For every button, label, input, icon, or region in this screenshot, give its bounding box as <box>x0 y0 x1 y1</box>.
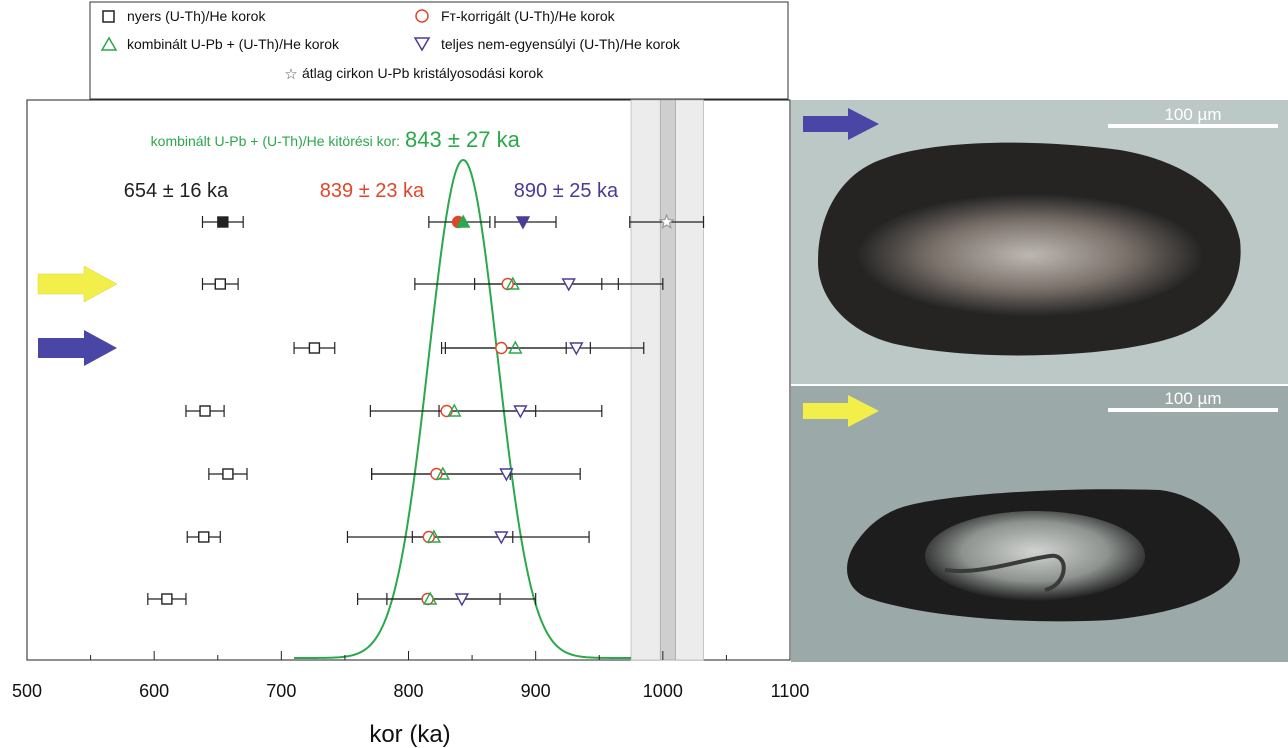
zircon-crystal-1-core <box>855 193 1205 317</box>
dis-point <box>454 593 470 607</box>
legend-frame <box>89 1 789 100</box>
dis-point <box>569 342 584 356</box>
legend-marker-comb <box>100 36 118 51</box>
legend: nyers (U-Th)/He korok Fᴛ-korrigált (U-Th… <box>89 1 789 100</box>
legend-label-raw: nyers (U-Th)/He korok <box>127 8 266 24</box>
x-axis: 500 600 700 800 900 1000 1100 <box>12 651 809 701</box>
eruption-age-label: kombinált U-Pb + (U-Th)/He kitörési kor: <box>151 133 400 149</box>
x-axis-title: kor (ka) <box>369 721 450 748</box>
upb-bands <box>630 99 704 661</box>
dis-point <box>494 531 509 545</box>
x-tick-label: 600 <box>139 681 169 701</box>
upb-band-inner <box>659 99 676 661</box>
eruption-age-value: 843 ± 27 ka <box>405 127 521 152</box>
comb-point <box>422 591 438 605</box>
yellow-arrow-photo-icon <box>803 395 879 427</box>
eruption-distribution <box>294 158 632 659</box>
x-tick-label: 1000 <box>643 681 683 701</box>
comb-point <box>508 340 523 354</box>
scale-bar-label-1: 100 µm <box>1164 105 1221 124</box>
comb-point <box>447 403 462 417</box>
legend-marker-dis <box>413 37 431 52</box>
legend-marker-ft <box>415 9 429 23</box>
x-tick-label: 800 <box>393 681 423 701</box>
zircon-crystal-2-inclusion <box>944 553 1066 592</box>
blue-arrow-marker <box>38 330 117 366</box>
x-tick-label: 700 <box>266 681 296 701</box>
raw-point <box>161 593 173 605</box>
sample-row <box>208 466 581 482</box>
comb-point <box>426 529 442 543</box>
raw-point <box>308 342 321 354</box>
crystal-photo-yellow: 100 µm <box>791 386 1288 662</box>
dis-point <box>561 278 576 292</box>
raw-mean-age: 654 ± 16 ka <box>124 180 229 202</box>
raw-point <box>222 468 234 480</box>
legend-marker-raw <box>102 10 115 23</box>
comb-point <box>435 466 451 480</box>
comb-point <box>505 276 520 290</box>
legend-marker-upb: ☆ <box>284 66 297 83</box>
mean-dis-point <box>515 216 531 230</box>
ft-point <box>495 341 508 355</box>
mean-row <box>201 213 705 230</box>
blue-arrow-photo-icon <box>803 108 879 140</box>
sample-row <box>201 276 664 292</box>
mean-upb-point <box>658 213 675 230</box>
ft-mean-age: 839 ± 23 ka <box>320 180 425 202</box>
x-tick-label: 1100 <box>771 681 810 701</box>
plot-area: 500 600 700 800 900 1000 1100 kor (ka) kombiná… <box>12 99 809 748</box>
data-rows <box>147 213 705 607</box>
yellow-arrow-marker <box>37 265 118 303</box>
eruption-gaussian-curve <box>294 158 632 659</box>
scale-bar-label-2: 100 µm <box>1164 389 1221 408</box>
legend-label-dis: teljes nem-egyensúlyi (U-Th)/He korok <box>441 36 681 52</box>
legend-label-upb: átlag cirkon U-Pb kristályosodási korok <box>302 65 544 81</box>
raw-point <box>198 531 210 543</box>
sample-row <box>293 340 645 356</box>
legend-label-ft: Fᴛ-korrigált (U-Th)/He korok <box>441 8 616 24</box>
scale-bar-2 <box>1108 408 1278 412</box>
x-tick-label: 900 <box>521 681 551 701</box>
mean-comb-point <box>456 214 471 228</box>
zircon-crystal-2-core <box>925 511 1145 601</box>
dis-point <box>499 468 514 482</box>
dis-mean-age: 890 ± 25 ka <box>514 180 619 202</box>
raw-point <box>214 278 226 290</box>
scale-bar-1 <box>1108 124 1278 128</box>
sample-row <box>147 591 537 607</box>
x-tick-label: 500 <box>12 681 42 701</box>
sample-row <box>185 403 603 419</box>
dis-point <box>513 405 528 419</box>
legend-label-comb: kombinált U-Pb + (U-Th)/He korok <box>127 36 340 52</box>
mean-raw-point <box>217 216 229 228</box>
crystal-photo-blue: 100 µm <box>791 100 1288 384</box>
sample-row <box>186 529 590 545</box>
raw-point <box>199 405 211 417</box>
